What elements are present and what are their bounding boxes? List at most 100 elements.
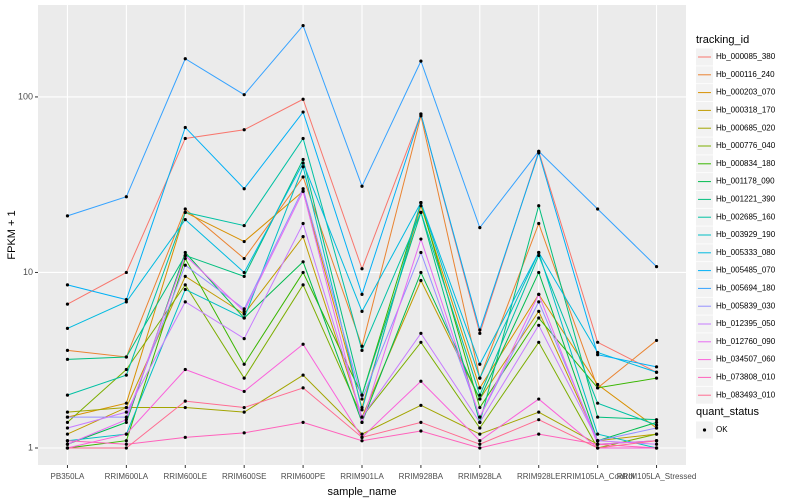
data-point	[537, 221, 541, 226]
data-point	[183, 57, 187, 61]
data-point	[654, 442, 659, 446]
data-point	[242, 316, 246, 320]
data-point	[65, 410, 70, 414]
data-point	[360, 415, 364, 419]
data-point	[654, 338, 659, 343]
data-point	[65, 283, 70, 287]
x-tick-label: RRIM600SE	[222, 472, 266, 481]
data-point	[596, 446, 600, 450]
legend-label: Hb_000834_180	[716, 159, 776, 168]
data-point	[360, 408, 364, 412]
data-point	[124, 298, 128, 302]
x-tick-label: RRIM901LA	[340, 472, 384, 481]
data-point	[478, 405, 482, 410]
x-tick-label: RRIM600PE	[281, 472, 325, 481]
data-point	[654, 446, 659, 450]
legend-label: Hb_000776_040	[716, 141, 776, 150]
data-point	[537, 300, 541, 304]
data-point	[183, 435, 187, 439]
legend-label: Hb_002685_160	[716, 212, 776, 221]
data-point	[654, 264, 659, 269]
data-point	[537, 323, 541, 327]
data-point	[242, 128, 246, 132]
x-tick-label: RRIM600LA	[105, 472, 149, 481]
data-point	[124, 405, 128, 410]
data-point	[65, 348, 70, 352]
legend-title: tracking_id	[696, 34, 749, 46]
data-point	[301, 110, 305, 114]
data-point	[65, 326, 70, 331]
data-point	[478, 376, 482, 380]
data-point	[360, 405, 364, 410]
data-point	[478, 442, 482, 446]
data-point	[242, 256, 246, 261]
data-point	[360, 435, 364, 439]
legend-label: Hb_000085_380	[716, 52, 776, 61]
data-point	[537, 250, 541, 255]
data-point	[478, 397, 482, 401]
data-point	[183, 263, 187, 267]
legend-label: Hb_000203_070	[716, 88, 776, 97]
data-point	[360, 344, 364, 348]
data-point	[301, 187, 305, 191]
data-point	[242, 431, 246, 435]
data-point	[419, 340, 423, 344]
data-point	[301, 161, 305, 165]
data-point	[478, 420, 482, 424]
x-tick-label: RRIM928LE	[517, 472, 561, 481]
data-point	[360, 397, 364, 401]
x-tick-label: RRIM105LA_Stressed	[617, 472, 697, 481]
data-point	[65, 426, 70, 430]
data-point	[360, 432, 364, 436]
data-point	[183, 256, 187, 261]
data-point	[301, 235, 305, 239]
data-point	[183, 207, 187, 211]
data-point	[183, 125, 187, 130]
data-point	[242, 187, 246, 191]
data-point	[360, 348, 364, 352]
data-point	[654, 439, 659, 443]
data-point	[478, 393, 482, 397]
data-point	[242, 309, 246, 314]
data-point	[596, 442, 600, 446]
data-point	[301, 373, 305, 377]
data-point	[242, 274, 246, 278]
data-point	[537, 432, 541, 436]
data-point	[65, 442, 70, 446]
data-point	[596, 340, 600, 344]
data-point	[360, 309, 364, 314]
data-point	[183, 253, 187, 258]
data-point	[124, 432, 128, 436]
data-point	[654, 426, 659, 430]
data-point	[360, 292, 364, 296]
y-axis-title: FPKM + 1	[6, 210, 18, 259]
data-point	[124, 355, 128, 359]
data-point	[654, 432, 659, 436]
data-point	[654, 418, 659, 422]
data-point	[419, 204, 423, 208]
x-tick-label: RRIM928LA	[458, 472, 502, 481]
data-point	[478, 439, 482, 443]
data-point	[419, 403, 423, 407]
data-point	[301, 260, 305, 264]
data-point	[124, 373, 128, 377]
data-point	[419, 379, 423, 383]
x-axis-title: sample_name	[327, 486, 396, 498]
data-point	[301, 189, 305, 193]
data-point	[419, 112, 423, 116]
data-point	[419, 237, 423, 241]
data-point	[360, 184, 364, 188]
legend-label: Hb_000685_020	[716, 123, 776, 132]
data-point	[301, 165, 305, 169]
data-point	[419, 270, 423, 275]
data-point	[419, 420, 423, 424]
data-point	[596, 401, 600, 405]
data-point	[124, 195, 128, 199]
data-point	[537, 340, 541, 344]
data-point	[183, 367, 187, 372]
point-legend-title: quant_status	[696, 406, 759, 418]
data-point	[65, 439, 70, 443]
data-point	[537, 204, 541, 208]
legend-label: Hb_000318_170	[716, 106, 776, 115]
